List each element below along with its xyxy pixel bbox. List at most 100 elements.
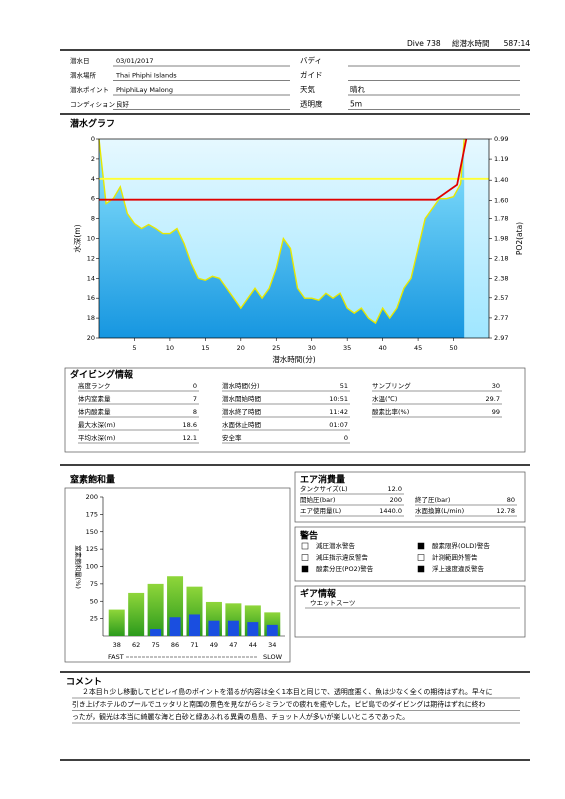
checkbox (301, 565, 309, 573)
bar (108, 609, 125, 636)
y2-tick-label: 2.57 (494, 294, 508, 302)
x-axis-label: 潜水時間(分) (272, 354, 315, 364)
fast-label: FAST (108, 653, 124, 661)
info-value: 0 (193, 382, 197, 390)
field-value: 晴れ (350, 84, 365, 94)
bar-label: 44 (249, 641, 257, 649)
info-value: 11:42 (329, 408, 348, 416)
bar-label: 49 (210, 641, 218, 649)
field-value: 03/01/2017 (116, 57, 153, 65)
bar-label: 75 (151, 641, 159, 649)
section-title: 窒素飽和量 (70, 474, 115, 486)
checkbox (417, 542, 425, 550)
info-label: 潜水開始時間 (222, 394, 261, 403)
info-label: 体内酸素量 (78, 407, 111, 416)
x-tick-label: 5 (132, 344, 136, 352)
info-label: 水面休止時間 (222, 420, 261, 429)
y-tick-label: 50 (90, 597, 98, 605)
info-value: 0 (344, 434, 348, 442)
air-label: 開始圧(bar) (300, 495, 335, 504)
field-label: バディ (300, 55, 322, 65)
comment-line: ったが，観光は本当に綺麗な海と白砂と緑あふれる異貴の島島、チョット人が多いが楽し… (72, 712, 409, 721)
y2-axis-label: PO2(ata) (515, 222, 524, 255)
y-tick-label: 14 (87, 274, 95, 282)
y-axis-label: 水深(m) (72, 224, 82, 252)
bar-overlay (169, 617, 181, 636)
y2-tick-label: 2.77 (494, 314, 508, 322)
air-value: 12.78 (496, 507, 515, 515)
checkbox (417, 554, 425, 561)
gear-item: ウエットスーツ (310, 599, 355, 607)
bar (128, 592, 145, 636)
air-value: 1440.0 (379, 507, 402, 515)
y-tick-label: 25 (90, 615, 98, 623)
slow-label: SLOW (263, 653, 283, 661)
checkbox (301, 554, 309, 561)
info-value: 8 (193, 408, 197, 416)
section-title: ギア情報 (300, 588, 337, 600)
warning-label: 計測範囲外警告 (432, 553, 478, 562)
y-tick-label: 100 (86, 563, 98, 571)
y-tick-label: 10 (87, 235, 95, 243)
info-label: 最大水深(m) (78, 420, 115, 429)
section-title: コメント (66, 677, 102, 688)
y2-tick-label: 1.60 (494, 196, 508, 204)
y-tick-label: 18 (87, 314, 95, 322)
info-value: 12.1 (183, 434, 197, 442)
warning-label: 減圧指示違反警告 (316, 553, 369, 562)
y2-tick-label: 1.78 (494, 214, 508, 222)
bar-label: 62 (132, 641, 140, 649)
info-value: 30 (492, 382, 500, 390)
x-tick-label: 50 (449, 344, 457, 352)
info-label: 水温(℃) (372, 394, 397, 403)
bar-label: 71 (190, 641, 198, 649)
dive-number: Dive 738 (407, 39, 441, 48)
bar-overlay (150, 629, 162, 636)
bar-overlay (266, 624, 278, 636)
air-box (294, 471, 526, 523)
x-tick-label: 40 (378, 344, 386, 352)
y2-tick-label: 2.97 (494, 334, 508, 342)
info-label: 体内窒素量 (78, 394, 111, 403)
y-tick-label: 6 (91, 195, 95, 203)
field-value: 5m (350, 100, 362, 109)
y-tick-label: 8 (91, 215, 95, 223)
bar-label: 38 (113, 641, 121, 649)
info-label: 潜水時間(分) (222, 381, 260, 390)
info-label: 高度ランク (78, 381, 111, 390)
y-tick-label: 4 (91, 175, 95, 183)
total-time: 587:14 (504, 39, 531, 48)
air-value: 80 (507, 496, 515, 504)
gear-box (294, 585, 526, 638)
bar-overlay (208, 620, 220, 636)
field-label: コンディション (70, 100, 115, 109)
y-tick-label: 2 (91, 155, 95, 163)
y2-tick-label: 1.40 (494, 176, 508, 184)
y-tick-label: 16 (87, 294, 95, 302)
info-value: 7 (193, 395, 197, 403)
field-value: 良好 (116, 100, 130, 109)
y2-tick-label: 1.98 (494, 235, 508, 243)
bar-label: 86 (171, 641, 179, 649)
y-tick-label: 12 (87, 254, 95, 262)
field-label: 透明度 (300, 99, 323, 109)
air-label: 終了圧(bar) (415, 495, 450, 504)
warning-box (294, 526, 526, 582)
info-value: 29.7 (486, 395, 500, 403)
y2-tick-label: 1.19 (494, 155, 508, 163)
x-tick-label: 25 (272, 344, 280, 352)
info-label: 潜水終了時間 (222, 407, 261, 416)
warning-label: 酸素分圧(PO2)警告 (316, 564, 374, 573)
info-label: 酸素比率(%) (372, 407, 409, 416)
limit-line (99, 138, 468, 201)
info-value: 10:51 (329, 395, 348, 403)
y2-tick-label: 2.38 (494, 275, 508, 283)
checkbox (301, 542, 309, 550)
field-label: ガイド (300, 70, 323, 80)
bar-label: 34 (268, 641, 276, 649)
y-tick-label: 150 (86, 528, 98, 536)
info-label: 平均水深(m) (78, 433, 115, 442)
warning-label: 減圧潜水警告 (316, 541, 356, 550)
